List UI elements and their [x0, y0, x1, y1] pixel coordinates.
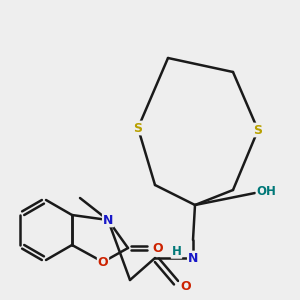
Text: H: H — [172, 245, 182, 258]
Text: OH: OH — [256, 185, 276, 198]
Text: O: O — [98, 256, 108, 268]
Text: N: N — [188, 251, 198, 265]
Text: N: N — [103, 214, 113, 226]
Text: S: S — [254, 124, 262, 136]
Text: O: O — [152, 242, 163, 254]
Text: O: O — [180, 280, 191, 293]
Text: S: S — [134, 122, 142, 134]
